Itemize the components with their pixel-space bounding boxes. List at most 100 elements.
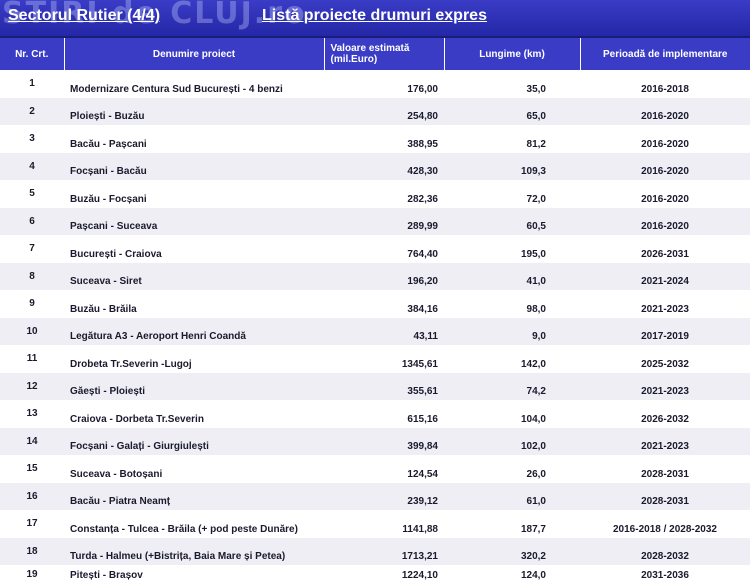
row-estimated-value: 428,30 <box>324 152 444 180</box>
row-project-name: Suceava - Siret <box>64 262 324 290</box>
row-project-name: Focșani - Bacău <box>64 152 324 180</box>
row-estimated-value: 43,11 <box>324 317 444 345</box>
row-estimated-value: 1141,88 <box>324 510 444 538</box>
row-estimated-value: 282,36 <box>324 180 444 208</box>
row-project-name: Buzău - Brăila <box>64 290 324 318</box>
row-length: 195,0 <box>444 235 580 263</box>
table-row: 2 Ploiești - Buzău 254,80 65,0 2016-2020 <box>0 97 750 125</box>
row-project-name: Bacău - Pașcani <box>64 125 324 153</box>
row-estimated-value: 176,00 <box>324 70 444 98</box>
row-period: 2016-2018 / 2028-2032 <box>580 510 750 538</box>
table-row: 17 Constanța - Tulcea - Brăila (+ pod pes… <box>0 510 750 538</box>
row-length: 124,0 <box>444 565 580 584</box>
table-header-row: Nr. Crt. Denumire proiect Valoare estima… <box>0 38 750 70</box>
row-project-name: Găești - Ploiești <box>64 372 324 400</box>
row-estimated-value: 289,99 <box>324 207 444 235</box>
row-nr: 4 <box>0 152 64 180</box>
row-project-name: Pitești - Brașov <box>64 565 324 584</box>
row-nr: 6 <box>0 207 64 235</box>
col-header-name: Denumire proiect <box>64 38 325 70</box>
row-project-name: Pașcani - Suceava <box>64 207 324 235</box>
row-estimated-value: 1224,10 <box>324 565 444 584</box>
row-length: 98,0 <box>444 290 580 318</box>
row-project-name: Ploiești - Buzău <box>64 97 324 125</box>
col-header-value: Valoare estimată (mil.Euro) <box>324 38 445 70</box>
projects-table-wrap: Nr. Crt. Denumire proiect Valoare estima… <box>0 38 750 584</box>
table-row: 15 Suceava - Botoșani 124,54 26,0 2028-2031 <box>0 455 750 483</box>
row-nr: 1 <box>0 70 64 98</box>
col-header-nr: Nr. Crt. <box>0 38 65 70</box>
row-length: 72,0 <box>444 180 580 208</box>
row-nr: 13 <box>0 400 64 428</box>
row-length: 104,0 <box>444 400 580 428</box>
row-period: 2016-2020 <box>580 180 750 208</box>
table-row: 4 Focșani - Bacău 428,30 109,3 2016-2020 <box>0 152 750 180</box>
row-period: 2028-2031 <box>580 455 750 483</box>
row-length: 65,0 <box>444 97 580 125</box>
table-row: 1 Modernizare Centura Sud București - 4 b… <box>0 70 750 98</box>
list-title: Listă proiecte drumuri expres <box>262 7 487 24</box>
row-nr: 5 <box>0 180 64 208</box>
col-header-period: Perioadă de implementare <box>580 38 750 70</box>
row-period: 2017-2019 <box>580 317 750 345</box>
table-row: 6 Pașcani - Suceava 289,99 60,5 2016-2020 <box>0 207 750 235</box>
table-row: 14 Focșani - Galați - Giurgiulești 399,84 1… <box>0 427 750 455</box>
row-nr: 12 <box>0 372 64 400</box>
row-nr: 9 <box>0 290 64 318</box>
row-length: 26,0 <box>444 455 580 483</box>
row-period: 2028-2032 <box>580 537 750 565</box>
row-estimated-value: 196,20 <box>324 262 444 290</box>
row-estimated-value: 388,95 <box>324 125 444 153</box>
row-project-name: Modernizare Centura Sud București - 4 be… <box>64 70 324 98</box>
row-estimated-value: 1345,61 <box>324 345 444 373</box>
row-period: 2016-2020 <box>580 125 750 153</box>
row-estimated-value: 399,84 <box>324 427 444 455</box>
table-row: 19 Pitești - Brașov 1224,10 124,0 2031-2036 <box>0 565 750 584</box>
row-estimated-value: 254,80 <box>324 97 444 125</box>
row-project-name: Craiova - Dorbeta Tr.Severin <box>64 400 324 428</box>
table-row: 18 Turda - Halmeu (+Bistrița, Baia Mare ș… <box>0 537 750 565</box>
row-period: 2031-2036 <box>580 565 750 584</box>
row-period: 2026-2032 <box>580 400 750 428</box>
row-length: 74,2 <box>444 372 580 400</box>
row-nr: 7 <box>0 235 64 263</box>
row-nr: 14 <box>0 427 64 455</box>
row-length: 9,0 <box>444 317 580 345</box>
sector-title: Sectorul Rutier (4/4) <box>8 7 161 24</box>
row-period: 2016-2020 <box>580 152 750 180</box>
row-project-name: Constanța - Tulcea - Brăila (+ pod peste… <box>64 510 324 538</box>
row-project-name: Suceava - Botoșani <box>64 455 324 483</box>
row-period: 2021-2023 <box>580 372 750 400</box>
table-row: 3 Bacău - Pașcani 388,95 81,2 2016-2020 <box>0 125 750 153</box>
row-estimated-value: 124,54 <box>324 455 444 483</box>
row-nr: 8 <box>0 262 64 290</box>
row-period: 2016-2020 <box>580 97 750 125</box>
row-length: 320,2 <box>444 537 580 565</box>
row-estimated-value: 615,16 <box>324 400 444 428</box>
table-body: 1 Modernizare Centura Sud București - 4 b… <box>0 70 750 584</box>
site-watermark: STIRI de CLUJ.ro <box>2 0 307 31</box>
row-period: 2021-2024 <box>580 262 750 290</box>
row-project-name: Buzău - Focșani <box>64 180 324 208</box>
row-nr: 11 <box>0 345 64 373</box>
row-project-name: Bacău - Piatra Neamț <box>64 482 324 510</box>
row-nr: 19 <box>0 565 64 584</box>
table-row: 5 Buzău - Focșani 282,36 72,0 2016-2020 <box>0 180 750 208</box>
row-length: 102,0 <box>444 427 580 455</box>
row-length: 41,0 <box>444 262 580 290</box>
row-period: 2016-2020 <box>580 207 750 235</box>
row-length: 142,0 <box>444 345 580 373</box>
row-length: 60,5 <box>444 207 580 235</box>
row-nr: 10 <box>0 317 64 345</box>
row-nr: 3 <box>0 125 64 153</box>
row-nr: 16 <box>0 482 64 510</box>
table-row: 10 Legătura A3 - Aeroport Henri Coandă 43,… <box>0 317 750 345</box>
row-project-name: Turda - Halmeu (+Bistrița, Baia Mare și … <box>64 537 324 565</box>
row-project-name: Drobeta Tr.Severin -Lugoj <box>64 345 324 373</box>
row-period: 2025-2032 <box>580 345 750 373</box>
row-project-name: Legătura A3 - Aeroport Henri Coandă <box>64 317 324 345</box>
table-row: 9 Buzău - Brăila 384,16 98,0 2021-2023 <box>0 290 750 318</box>
row-nr: 15 <box>0 455 64 483</box>
table-row: 8 Suceava - Siret 196,20 41,0 2021-2024 <box>0 262 750 290</box>
row-length: 187,7 <box>444 510 580 538</box>
